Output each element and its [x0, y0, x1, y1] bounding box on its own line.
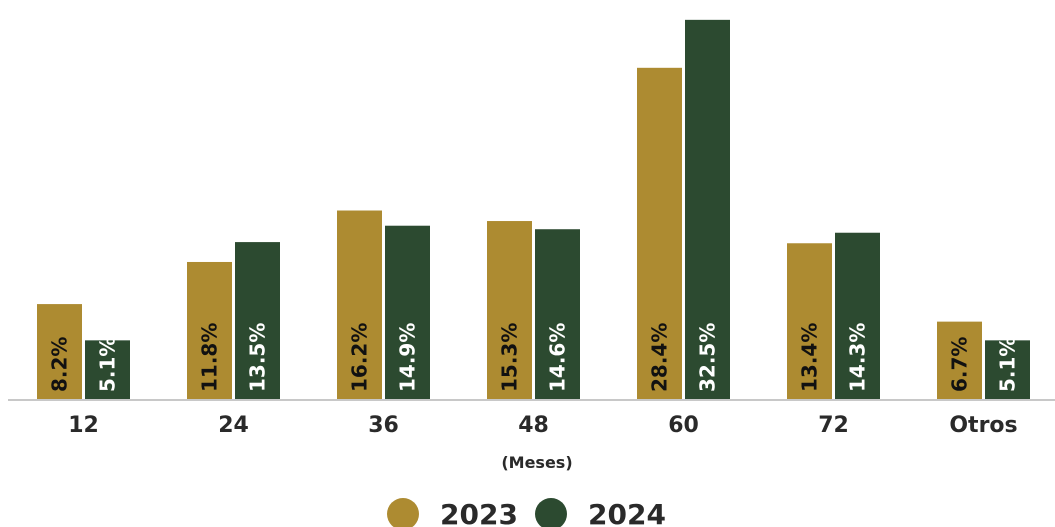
bar-value-label: 15.3% — [498, 323, 522, 392]
bar-value-label: 11.8% — [198, 323, 222, 392]
x-tick-label: 60 — [668, 413, 699, 438]
x-tick-label: 36 — [368, 413, 399, 438]
bar-2023-36 — [337, 210, 382, 400]
bar-2024-Otros — [985, 340, 1030, 400]
x-tick-label: 24 — [218, 413, 249, 438]
bar-2024-24 — [235, 242, 280, 400]
bar-value-label: 6.7% — [948, 337, 972, 392]
bars-group: 8.2% 11.8% 16.2% 15.3% 28.4% 13.4% 6.7% 5.1% 13.… — [37, 19, 1030, 401]
bar-2024-36 — [385, 225, 430, 400]
x-tick-label: 48 — [518, 413, 549, 438]
bar-2024-60 — [685, 19, 730, 401]
legend-swatch-2024 — [535, 498, 567, 527]
x-tick-label: 72 — [818, 413, 849, 438]
x-tick-label: Otros — [949, 413, 1017, 438]
bar-2023-60 — [637, 67, 682, 400]
bar-value-label: 28.4% — [648, 323, 672, 392]
legend-swatch-2023 — [387, 498, 419, 527]
x-tick-labels: 12 24 36 48 60 72 Otros — [68, 413, 1017, 438]
bar-value-label: 16.2% — [348, 323, 372, 392]
bar-value-label: 5.1% — [996, 337, 1020, 392]
bar-value-label: 13.5% — [246, 323, 270, 392]
bar-value-label: 8.2% — [48, 337, 72, 392]
bar-2023-24 — [187, 261, 232, 400]
bar-2023-12 — [37, 304, 82, 400]
bar-2023-Otros — [937, 321, 982, 400]
bar-value-label: 13.4% — [798, 323, 822, 392]
bar-value-label: 14.9% — [396, 323, 420, 392]
bar-value-label: 14.3% — [846, 323, 870, 392]
bar-value-label: 14.6% — [546, 323, 570, 392]
bar-2023-48 — [487, 221, 532, 400]
bar-value-label: 5.1% — [96, 337, 120, 392]
legend-label-2024: 2024 — [588, 498, 666, 527]
x-tick-label: 12 — [68, 413, 99, 438]
bar-value-label: 32.5% — [696, 323, 720, 392]
bar-2023-72 — [787, 243, 832, 400]
x-axis-title: (Meses) — [501, 453, 572, 472]
bar-2024-72 — [835, 232, 880, 400]
legend-label-2023: 2023 — [440, 498, 518, 527]
bar-2024-12 — [85, 340, 130, 400]
legend: 2023 2024 — [387, 498, 666, 527]
bar-2024-48 — [535, 229, 580, 400]
